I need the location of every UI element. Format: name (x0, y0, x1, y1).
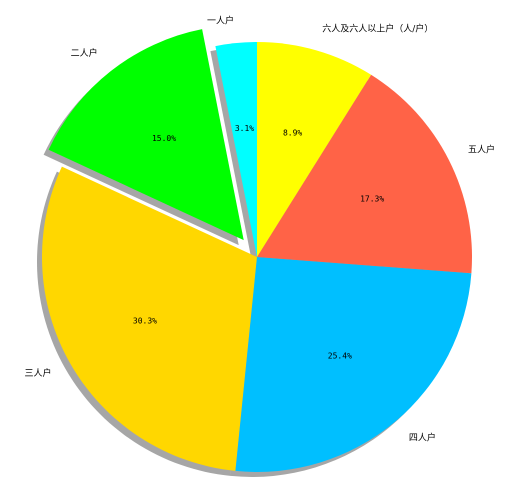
pie-slice-2 (48, 29, 244, 241)
pie-value-label: 8.9% (283, 129, 302, 138)
pie-slice-4 (235, 257, 472, 472)
pie-slice-6 (257, 42, 372, 257)
pie-value-label: 25.4% (328, 351, 352, 360)
pie-category-label: 四人户 (409, 431, 436, 443)
pie-category-label: 二人户 (71, 47, 98, 59)
pie-category-label: 五人户 (468, 143, 495, 155)
pie-value-label: 30.3% (133, 316, 157, 325)
pie-value-label: 17.3% (360, 194, 384, 203)
pie-label-layer: 一人户 3.1% 二人户 15.0% 三人户 30.3% 四人户 25.4% 五人户 17.3% 六… (25, 15, 496, 444)
pie-value-label: 3.1% (235, 124, 254, 133)
pie-slice-1 (215, 42, 257, 257)
pie-category-label: 一人户 (207, 15, 234, 27)
pie-category-label: 三人户 (25, 367, 52, 379)
pie-slice-5 (257, 74, 473, 274)
pie-value-label: 15.0% (152, 134, 176, 143)
pie-slice-layer (42, 29, 473, 472)
pie-slice-3 (42, 166, 258, 471)
pie-category-label: 六人及六人以上户（人/户） (322, 23, 433, 35)
